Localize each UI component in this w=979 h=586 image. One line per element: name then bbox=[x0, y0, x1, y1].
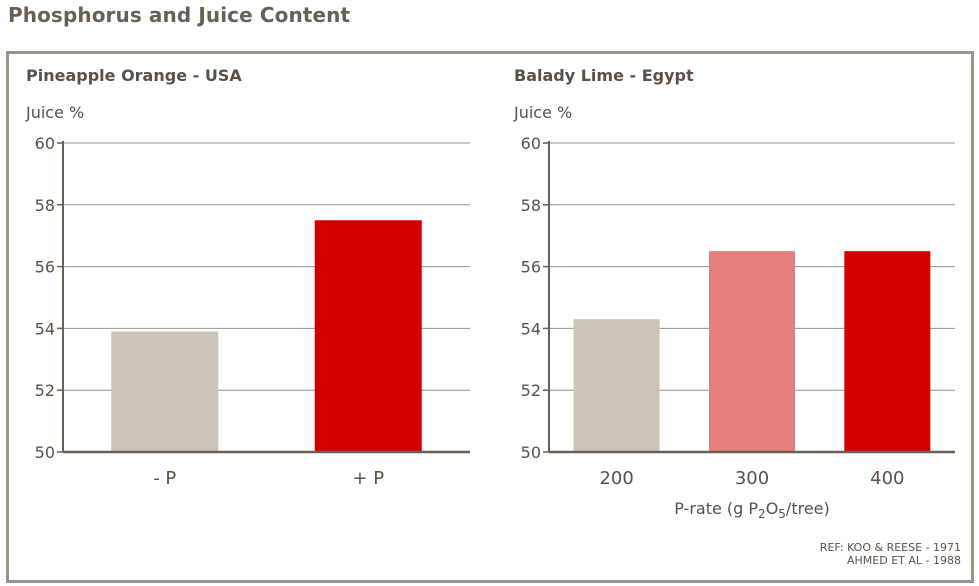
reference-line-2: AHMED ET AL - 1988 bbox=[847, 554, 961, 567]
left-y-axis-label: Juice % bbox=[26, 103, 85, 122]
reference-note: REF: KOO & REESE - 1971 AHMED ET AL - 19… bbox=[820, 541, 961, 567]
reference-line-1: REF: KOO & REESE - 1971 bbox=[819, 541, 961, 554]
right-panel-title: Balady Lime - Egypt bbox=[514, 66, 694, 85]
right-y-axis-label: Juice % bbox=[514, 103, 573, 122]
y-tick-label: 52 bbox=[35, 381, 55, 400]
x-category-label: - P bbox=[153, 468, 176, 489]
bar-300 bbox=[709, 251, 795, 452]
x-category-label: + P bbox=[352, 468, 384, 489]
x-category-label: 200 bbox=[599, 468, 633, 489]
left-panel-title: Pineapple Orange - USA bbox=[26, 66, 242, 85]
bar-200 bbox=[573, 319, 660, 452]
y-tick-label: 50 bbox=[35, 443, 55, 462]
y-tick-label: 56 bbox=[521, 258, 541, 277]
y-tick-label: 56 bbox=[35, 258, 55, 277]
bar-400 bbox=[844, 251, 931, 452]
x-category-label: 300 bbox=[735, 468, 769, 489]
bar-p bbox=[111, 331, 219, 452]
x-axis-title: P-rate (g P2O5/tree) bbox=[674, 499, 830, 521]
y-tick-label: 58 bbox=[35, 196, 55, 215]
chart-frame bbox=[6, 51, 974, 583]
y-tick-label: 58 bbox=[521, 196, 541, 215]
bar-p bbox=[314, 220, 422, 452]
page-title: Phosphorus and Juice Content bbox=[8, 3, 351, 27]
x-category-label: 400 bbox=[870, 468, 904, 489]
y-tick-label: 50 bbox=[521, 443, 541, 462]
y-tick-label: 54 bbox=[521, 319, 541, 338]
y-tick-label: 54 bbox=[35, 319, 55, 338]
y-tick-label: 52 bbox=[521, 381, 541, 400]
y-tick-label: 60 bbox=[35, 134, 55, 153]
y-tick-label: 60 bbox=[521, 134, 541, 153]
